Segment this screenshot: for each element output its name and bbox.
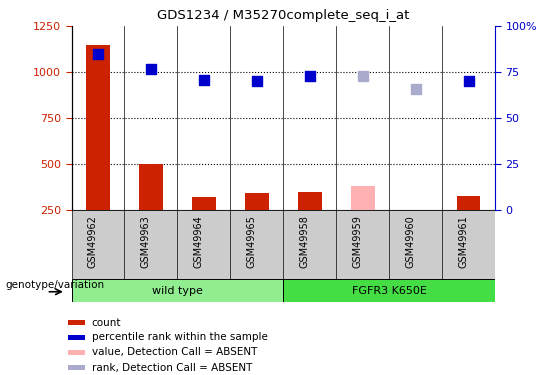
Text: GSM49960: GSM49960 [405,215,416,268]
Point [464,78,473,84]
Text: GSM49961: GSM49961 [459,215,469,268]
Text: rank, Detection Call = ABSENT: rank, Detection Call = ABSENT [92,363,252,372]
Bar [283,279,495,302]
Point [94,51,102,57]
Point [252,78,261,84]
Bar [192,197,216,210]
Text: GSM49959: GSM49959 [353,215,362,268]
Bar [72,279,283,302]
Text: GSM49958: GSM49958 [300,215,310,268]
Point [146,66,155,72]
Point [305,73,314,79]
Text: GSM49965: GSM49965 [247,215,257,268]
Text: GSM49962: GSM49962 [88,215,98,268]
Bar [68,350,85,355]
Bar [68,335,85,340]
Bar [68,365,85,370]
Text: GSM49964: GSM49964 [194,215,204,268]
Title: GDS1234 / M35270complete_seq_i_at: GDS1234 / M35270complete_seq_i_at [157,9,409,22]
Point [200,76,208,82]
Bar [351,186,375,210]
Text: GSM49963: GSM49963 [141,215,151,268]
Point [411,86,420,92]
Text: FGFR3 K650E: FGFR3 K650E [351,286,427,296]
Point [358,73,367,79]
Bar [245,194,269,210]
Text: value, Detection Call = ABSENT: value, Detection Call = ABSENT [92,348,257,357]
Bar [298,192,322,210]
Bar [404,210,427,216]
Text: wild type: wild type [152,286,203,296]
Bar [456,196,481,210]
Text: genotype/variation: genotype/variation [6,280,104,290]
Bar [68,320,85,325]
Bar [139,164,163,210]
Text: percentile rank within the sample: percentile rank within the sample [92,333,268,342]
Bar [86,45,110,210]
Text: count: count [92,318,122,327]
